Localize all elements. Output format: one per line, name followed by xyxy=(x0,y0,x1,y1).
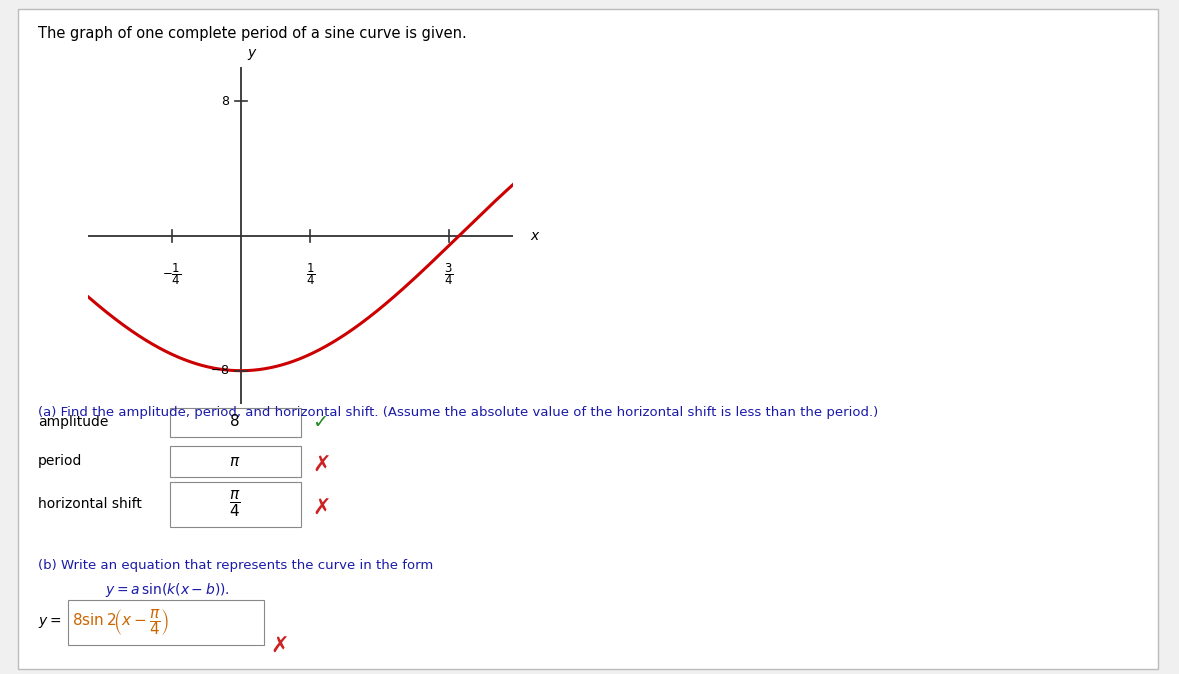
Text: ✗: ✗ xyxy=(312,455,330,475)
Text: amplitude: amplitude xyxy=(38,415,108,429)
Text: $\dfrac{1}{4}$: $\dfrac{1}{4}$ xyxy=(305,261,315,287)
Text: (b) Write an equation that represents the curve in the form: (b) Write an equation that represents th… xyxy=(38,559,433,572)
Text: ✗: ✗ xyxy=(270,636,289,656)
Text: $y$: $y$ xyxy=(246,47,257,62)
Text: period: period xyxy=(38,454,83,468)
FancyBboxPatch shape xyxy=(170,408,301,437)
Text: $y = a\,\sin(k(x - b)).$: $y = a\,\sin(k(x - b)).$ xyxy=(105,581,230,599)
Text: $-8$: $-8$ xyxy=(210,364,230,377)
Text: $\pi$: $\pi$ xyxy=(229,454,241,468)
Text: $8$: $8$ xyxy=(220,94,230,108)
FancyBboxPatch shape xyxy=(67,599,263,644)
Text: $\dfrac{3}{4}$: $\dfrac{3}{4}$ xyxy=(444,261,454,287)
Text: ✗: ✗ xyxy=(312,498,330,518)
Text: $\dfrac{\pi}{4}$: $\dfrac{\pi}{4}$ xyxy=(229,489,241,519)
Text: horizontal shift: horizontal shift xyxy=(38,497,141,511)
FancyBboxPatch shape xyxy=(18,9,1158,669)
Text: $x$: $x$ xyxy=(529,229,540,243)
Text: The graph of one complete period of a sine curve is given.: The graph of one complete period of a si… xyxy=(38,26,467,41)
Text: (a) Find the amplitude, period, and horizontal shift. (Assume the absolute value: (a) Find the amplitude, period, and hori… xyxy=(38,406,878,419)
FancyBboxPatch shape xyxy=(170,481,301,526)
Text: 8: 8 xyxy=(230,415,239,429)
FancyBboxPatch shape xyxy=(170,446,301,477)
Text: $-\dfrac{1}{4}$: $-\dfrac{1}{4}$ xyxy=(162,261,182,287)
Text: ✓: ✓ xyxy=(312,412,329,431)
Text: $8\sin 2\!\left(x - \dfrac{\pi}{4}\right)$: $8\sin 2\!\left(x - \dfrac{\pi}{4}\right… xyxy=(72,607,169,637)
Text: $y =$: $y =$ xyxy=(38,615,61,630)
